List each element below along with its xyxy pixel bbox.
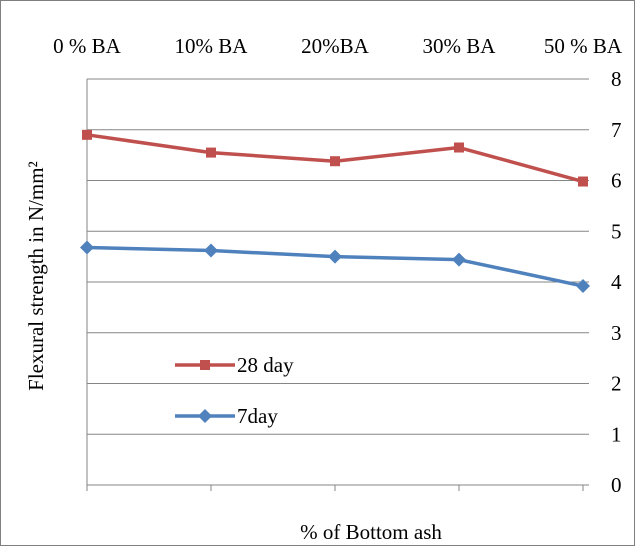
x-tick-labels: 0 % BA 10% BA 20%BA 30% BA 50 % BA — [53, 34, 623, 58]
data-point-7day-3 — [452, 252, 466, 267]
y-tick-label-0: 0 — [611, 473, 622, 497]
series-7day — [80, 240, 590, 294]
y-tick-label-5: 5 — [611, 219, 622, 243]
data-point-28-day-4 — [578, 176, 588, 187]
x-tick-label-20-ba: 20%BA — [301, 34, 370, 58]
x-tick-label-0-ba: 0 % BA — [53, 34, 122, 58]
legend-item-28-day: 28 day — [175, 353, 294, 377]
y-axis-title: Flexural strength in N/mm² — [24, 161, 48, 391]
y-tick-label-3: 3 — [611, 321, 622, 345]
data-point-28-day-0 — [82, 129, 92, 140]
data-point-28-day-1 — [206, 147, 216, 158]
axes — [86, 78, 589, 491]
legend-item-7day: 7day — [175, 404, 278, 428]
legend-marker-7day — [198, 409, 212, 423]
data-point-7day-1 — [204, 243, 218, 258]
x-tick-label-50-ba: 50 % BA — [544, 34, 623, 58]
series — [80, 129, 590, 294]
y-tick-label-6: 6 — [611, 169, 622, 193]
x-tick-label-10-ba: 10% BA — [175, 34, 249, 58]
y-tick-label-1: 1 — [611, 422, 622, 446]
x-tick-label-30-ba: 30% BA — [423, 34, 497, 58]
data-point-7day-0 — [80, 240, 94, 255]
y-tick-label-8: 8 — [611, 67, 622, 91]
legend: 28 day 7day — [175, 353, 294, 428]
data-point-7day-4 — [576, 279, 590, 294]
x-axis-title: % of Bottom ash — [300, 520, 442, 544]
gridlines — [87, 78, 583, 486]
data-point-28-day-3 — [454, 142, 464, 153]
data-point-28-day-2 — [330, 156, 340, 167]
series-28-day — [82, 129, 588, 187]
y-tick-label-2: 2 — [611, 372, 622, 396]
y-tick-label-4: 4 — [611, 270, 622, 294]
legend-marker-28-day — [200, 360, 210, 370]
y-tick-labels: 0 1 2 3 4 5 6 7 8 — [611, 67, 622, 497]
y-tick-label-7: 7 — [611, 118, 622, 142]
legend-label-28-day: 28 day — [237, 353, 294, 377]
data-point-7day-2 — [328, 249, 342, 264]
legend-label-7day: 7day — [237, 404, 278, 428]
